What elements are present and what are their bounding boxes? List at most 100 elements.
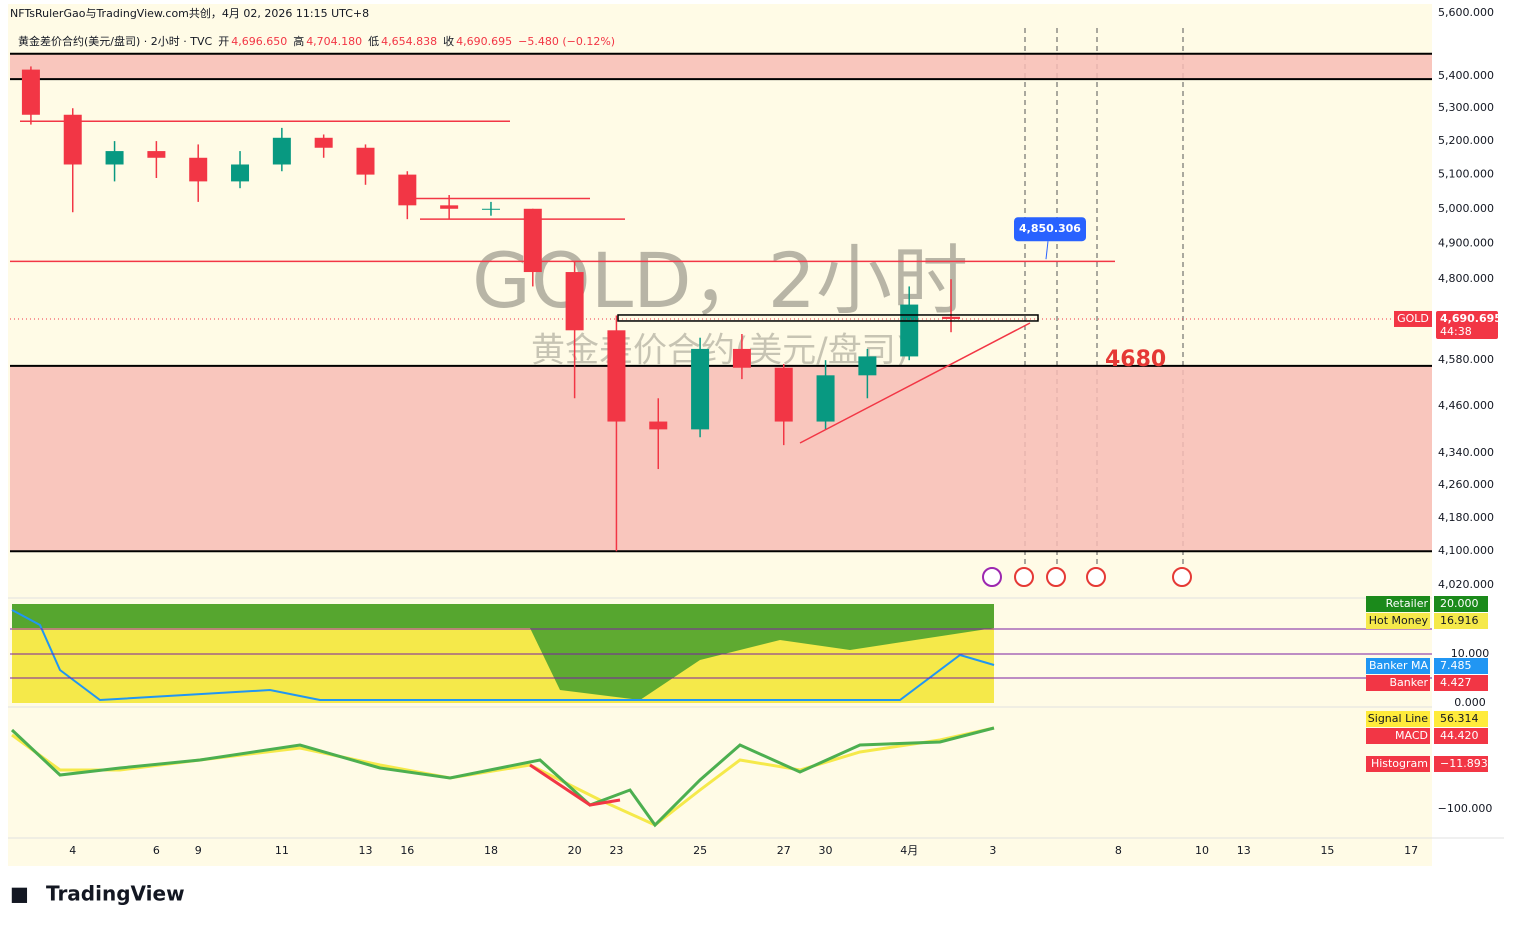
x-tick-label: 11 bbox=[275, 844, 289, 857]
indicator-axis-label: 10.000 bbox=[1451, 647, 1490, 660]
legend-value-box bbox=[1434, 756, 1488, 772]
x-tick-label: 9 bbox=[195, 844, 202, 857]
x-tick-label: 15 bbox=[1320, 844, 1334, 857]
watermark: GOLD，2小时 bbox=[472, 236, 968, 325]
x-tick-label: 4月 bbox=[900, 844, 918, 857]
legend-value-box bbox=[1434, 658, 1488, 674]
logo-mark: ■ bbox=[10, 882, 29, 906]
x-tick-label: 10 bbox=[1195, 844, 1209, 857]
candle-body bbox=[481, 208, 500, 210]
legend-box bbox=[1366, 711, 1430, 727]
y-tick-label: 5,000.000 bbox=[1438, 202, 1494, 215]
candle-body bbox=[272, 137, 291, 165]
candle-body bbox=[816, 375, 835, 422]
legend-value: 44.420 bbox=[1440, 729, 1479, 742]
trend-line bbox=[799, 322, 1031, 444]
x-tick-label: 17 bbox=[1404, 844, 1418, 857]
x-tick-label: 18 bbox=[484, 844, 498, 857]
legend-box bbox=[1366, 658, 1430, 674]
candle-body bbox=[858, 356, 877, 376]
y-tick-label: 5,100.000 bbox=[1438, 168, 1494, 181]
candle-body bbox=[21, 69, 40, 115]
y-tick-label: 5,300.000 bbox=[1438, 101, 1494, 114]
legend-value: 20.000 bbox=[1440, 597, 1479, 610]
indicator-panel-2 bbox=[10, 726, 995, 828]
x-tick-label: 25 bbox=[693, 844, 707, 857]
x-tick-label: 6 bbox=[153, 844, 160, 857]
ohlc-name: 收 bbox=[443, 34, 454, 48]
y-tick-label: 5,200.000 bbox=[1438, 134, 1494, 147]
ohlc-name: 高 bbox=[293, 34, 304, 48]
symbol-tag: GOLD bbox=[1397, 312, 1429, 325]
x-tick-label: 20 bbox=[568, 844, 582, 857]
symbol: 黄金差价合约(美元/盘司) · 2小时 · TVC bbox=[18, 34, 213, 48]
ohlc-name: 开 bbox=[218, 35, 229, 48]
candle-body bbox=[231, 164, 250, 182]
ohlc-value: 4,704.180 bbox=[306, 35, 362, 48]
y-tick-label: 4,800.000 bbox=[1438, 272, 1494, 285]
target-pointer bbox=[1045, 241, 1049, 260]
ohlc-value: 4,654.838 bbox=[381, 35, 437, 48]
zone bbox=[10, 53, 1432, 80]
x-tick-label: 13 bbox=[359, 844, 373, 857]
last-price: 4,690.695 bbox=[1440, 312, 1502, 325]
y-tick-label: 4,100.000 bbox=[1438, 544, 1494, 557]
candle-body bbox=[732, 348, 751, 368]
candle-body bbox=[398, 174, 417, 206]
legend-value: 7.485 bbox=[1440, 659, 1472, 672]
y-tick-label: 4,020.000 bbox=[1438, 578, 1494, 591]
legend-name: Retailer bbox=[1386, 597, 1429, 610]
candle-body bbox=[649, 421, 668, 430]
candle-body bbox=[356, 147, 375, 175]
symbol-tag-box bbox=[1394, 310, 1432, 327]
x-tick-label: 8 bbox=[1115, 844, 1122, 857]
legend-name: Hot Money bbox=[1369, 614, 1429, 627]
legend-value: 4.427 bbox=[1440, 676, 1472, 689]
event-icons bbox=[982, 567, 1192, 587]
y-tick-label: 4,460.000 bbox=[1438, 399, 1494, 412]
candle-body bbox=[440, 205, 459, 209]
legend-box bbox=[1366, 613, 1430, 629]
legend-box bbox=[1366, 728, 1430, 744]
legend-name: Banker bbox=[1389, 676, 1428, 689]
y-tick-label: 4,900.000 bbox=[1438, 237, 1494, 250]
countdown: 44:38 bbox=[1440, 325, 1472, 338]
candle-body bbox=[105, 151, 124, 165]
legend-value-box bbox=[1434, 728, 1488, 744]
legend-box bbox=[1366, 596, 1430, 612]
legend-name: Banker MA bbox=[1369, 659, 1429, 672]
watermark-sub: 黄金差价合约(美元/盘司) bbox=[531, 331, 909, 371]
candle-body bbox=[942, 316, 961, 319]
x-tick-label: 13 bbox=[1237, 844, 1251, 857]
legend-value-box bbox=[1434, 711, 1488, 727]
y-tick-label: 5,400.000 bbox=[1438, 69, 1494, 82]
change: −5.480 (−0.12%) bbox=[518, 35, 615, 48]
x-tick-label: 3 bbox=[989, 844, 996, 857]
last-price-box bbox=[1436, 310, 1498, 339]
legend-name: Signal Line bbox=[1368, 712, 1428, 725]
legend-name: MACD bbox=[1395, 729, 1428, 742]
candle-body bbox=[565, 272, 584, 331]
candle-body bbox=[523, 208, 542, 273]
brand: TradingView bbox=[46, 882, 185, 906]
breakout-box bbox=[617, 314, 1039, 322]
zone bbox=[10, 365, 1432, 552]
y-tick-label: 5,600.000 bbox=[1438, 6, 1494, 19]
x-tick-label: 30 bbox=[819, 844, 833, 857]
ohlc-name: 低 bbox=[368, 35, 379, 48]
legend-name: Histogram bbox=[1371, 757, 1428, 770]
legend-value-box bbox=[1434, 675, 1488, 691]
candle-body bbox=[607, 330, 626, 422]
candle-body bbox=[691, 348, 710, 430]
x-tick-label: 4 bbox=[69, 844, 76, 857]
candle-body bbox=[147, 151, 166, 158]
y-tick-label: 4,260.000 bbox=[1438, 478, 1494, 491]
ohlc-value: 4,696.650 bbox=[231, 35, 287, 48]
indicator-axis-label: 0.000 bbox=[1454, 696, 1486, 709]
candle-body bbox=[774, 367, 793, 422]
candle-body bbox=[900, 304, 919, 357]
ohlc-value: 4,690.695 bbox=[456, 35, 512, 48]
legend-value: 16.916 bbox=[1440, 614, 1479, 627]
candle-body bbox=[189, 157, 208, 182]
